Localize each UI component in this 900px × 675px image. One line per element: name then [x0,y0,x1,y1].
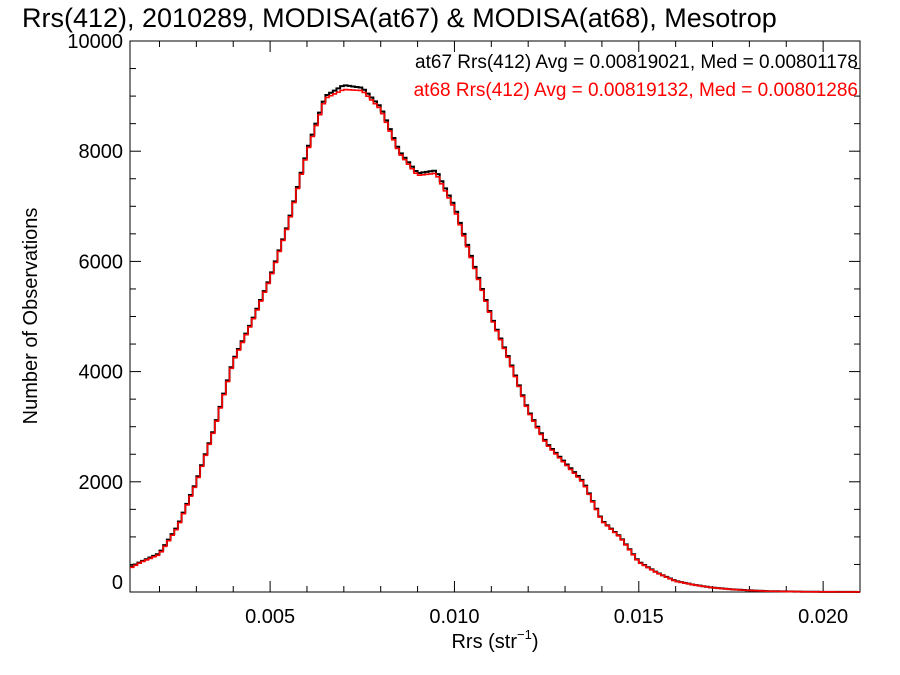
y-tick-label: 10000 [67,31,123,53]
series-line-at68 [130,88,860,593]
x-axis-label-superscript: −1 [517,627,532,642]
x-tick-label: 0.020 [798,606,848,628]
series-layer [130,84,860,593]
x-axis-label: Rrs (str−1) [451,627,538,653]
chart-title: Rrs(412), 2010289, MODISA(at67) & MODISA… [22,3,777,33]
y-axis-label: Number of Observations [20,208,42,425]
plot-frame [129,40,861,593]
y-tick-label: 8000 [79,141,124,163]
x-tick-label: 0.015 [614,606,664,628]
y-tick-label: 6000 [79,251,124,273]
legend: at67 Rrs(412) Avg = 0.00819021, Med = 0.… [414,52,858,101]
axis-tick-labels: 0.005 0.010 0.015 0.020 0 2000 4000 6000 8000 100… [67,31,848,628]
legend-entry-at68: at68 Rrs(412) Avg = 0.00819132, Med = 0.… [414,80,858,101]
y-tick-label: 2000 [79,472,124,494]
x-tick-label: 0.010 [429,606,479,628]
axis-ticks [130,40,861,593]
y-tick-label: 0 [112,572,123,594]
x-axis-label-main: Rrs (str [451,631,517,653]
y-tick-label: 4000 [79,362,124,384]
series-line-at67 [130,84,860,593]
x-axis-label-close: ) [532,631,539,653]
legend-entry-at67: at67 Rrs(412) Avg = 0.00819021, Med = 0.… [415,52,858,73]
x-tick-label: 0.005 [245,606,295,628]
